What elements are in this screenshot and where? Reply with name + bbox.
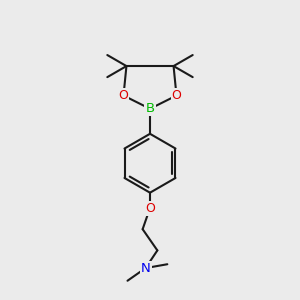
Text: O: O: [118, 89, 128, 102]
Text: B: B: [146, 102, 154, 115]
Text: O: O: [172, 89, 182, 102]
Text: N: N: [141, 262, 151, 275]
Text: O: O: [145, 202, 155, 214]
